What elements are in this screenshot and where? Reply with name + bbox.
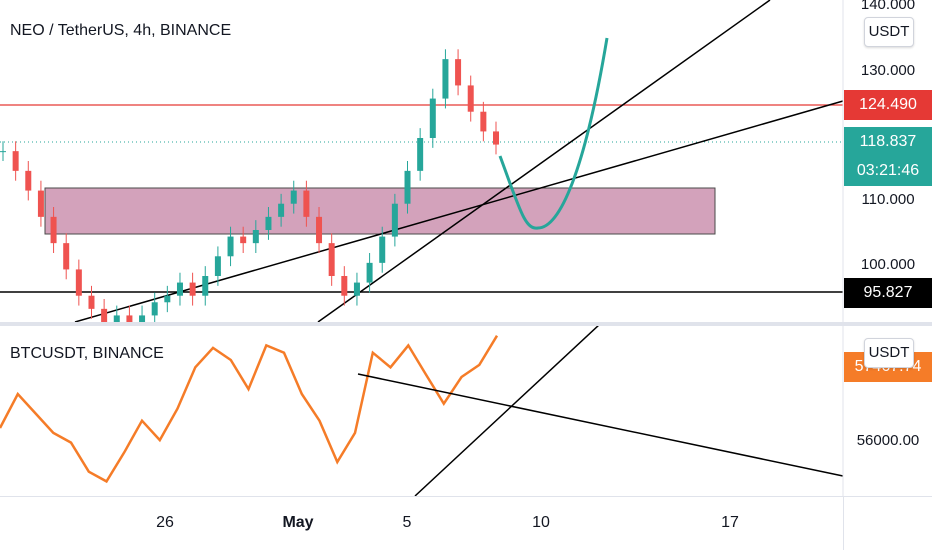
candle-body bbox=[75, 269, 82, 296]
candle-body bbox=[25, 170, 32, 191]
time-axis[interactable] bbox=[0, 496, 932, 551]
current-price-badge: 118.837 bbox=[844, 127, 932, 157]
trendline-steep[interactable] bbox=[317, 0, 771, 322]
candle-body bbox=[12, 151, 19, 171]
candle-body bbox=[404, 170, 411, 204]
candle-body bbox=[429, 98, 436, 138]
candle-body bbox=[227, 236, 234, 257]
candle-body bbox=[37, 190, 44, 217]
btc-price-line bbox=[0, 335, 499, 484]
sub-title: BTCUSDT, BINANCE bbox=[10, 345, 164, 362]
candle-body bbox=[366, 262, 373, 283]
candle-body bbox=[0, 151, 6, 153]
pane-divider[interactable] bbox=[0, 322, 932, 326]
main-currency-button[interactable]: USDT bbox=[864, 17, 914, 47]
candles-group bbox=[0, 49, 499, 322]
time-label-26: 26 bbox=[156, 514, 174, 531]
main-title: NEO / TetherUS, 4h, BINANCE bbox=[10, 22, 232, 39]
candle-body bbox=[151, 302, 158, 316]
candle-body bbox=[50, 216, 57, 244]
time-axis-corner-divider bbox=[843, 496, 844, 550]
support-price-badge: 95.827 bbox=[844, 278, 932, 308]
candle-body bbox=[442, 59, 449, 99]
projection-curve[interactable] bbox=[498, 37, 609, 230]
candle-body bbox=[240, 236, 247, 244]
candle-body bbox=[101, 308, 108, 322]
btc-price-label-56000: 56000.00 bbox=[856, 432, 920, 449]
time-label-may: May bbox=[282, 514, 314, 531]
candle-body bbox=[341, 276, 348, 296]
demand-zone[interactable] bbox=[44, 187, 716, 235]
time-label-17: 17 bbox=[721, 514, 739, 531]
candle-body bbox=[139, 315, 146, 322]
candle-body bbox=[391, 203, 398, 237]
candle-body bbox=[480, 111, 487, 132]
main-pane[interactable] bbox=[0, 0, 932, 322]
candle-body bbox=[113, 315, 120, 322]
time-label-5: 5 bbox=[402, 514, 412, 531]
candle-body bbox=[202, 276, 209, 296]
candle-body bbox=[214, 256, 221, 276]
candle-body bbox=[493, 131, 499, 145]
candle-body bbox=[126, 315, 133, 322]
countdown-badge: 03:21:46 bbox=[844, 156, 932, 186]
candle-body bbox=[164, 295, 171, 303]
candle-body bbox=[353, 282, 360, 296]
price-label-140: 140.000 bbox=[860, 0, 916, 13]
candle-body bbox=[455, 59, 462, 86]
candle-body bbox=[278, 203, 285, 217]
time-label-10: 10 bbox=[532, 514, 550, 531]
sub-currency-button[interactable]: USDT bbox=[864, 338, 914, 368]
candle-body bbox=[265, 216, 272, 230]
candle-body bbox=[417, 138, 424, 171]
candle-body bbox=[88, 295, 95, 309]
resistance-price-badge: 124.490 bbox=[844, 90, 932, 120]
candle-body bbox=[379, 236, 386, 263]
btc-trendline-down[interactable] bbox=[357, 373, 844, 477]
candle-body bbox=[189, 282, 196, 296]
price-label-100: 100.000 bbox=[860, 256, 916, 273]
candle-body bbox=[328, 243, 335, 276]
candle-body bbox=[176, 282, 183, 296]
candle-body bbox=[467, 85, 474, 112]
candle-body bbox=[252, 230, 259, 244]
price-label-110: 110.000 bbox=[861, 191, 915, 208]
price-label-130: 130.000 bbox=[860, 62, 916, 79]
btc-trendline-up[interactable] bbox=[414, 326, 600, 496]
candle-body bbox=[303, 190, 310, 217]
candle-body bbox=[316, 216, 323, 244]
candle-body bbox=[290, 190, 297, 204]
candle-body bbox=[63, 243, 70, 270]
